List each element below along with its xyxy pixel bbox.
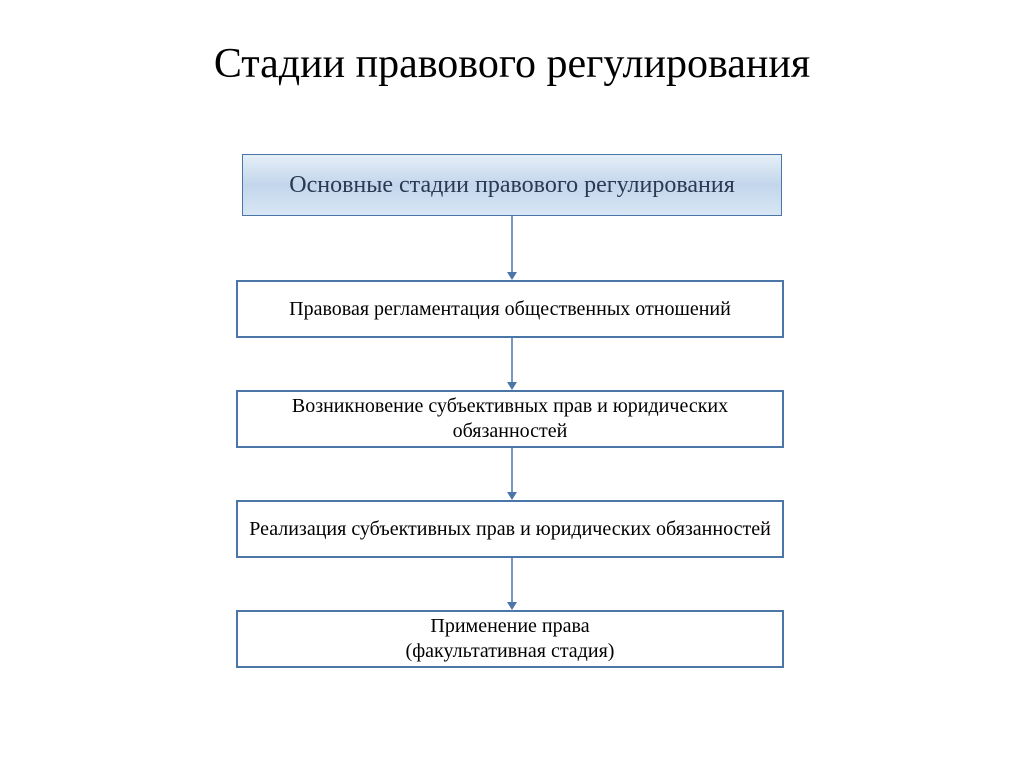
slide: Стадии правового регулирования Основные …	[0, 0, 1024, 767]
slide-title: Стадии правового регулирования	[0, 40, 1024, 88]
stage-box-2-text: Возникновение субъективных прав и юридич…	[238, 394, 782, 444]
stage-box-4-text: Применение права(факультативная стадия)	[406, 614, 615, 664]
stage-box-3: Реализация субъективных прав и юридическ…	[236, 500, 784, 558]
stage-box-3-text: Реализация субъективных прав и юридическ…	[249, 517, 771, 542]
stage-box-2: Возникновение субъективных прав и юридич…	[236, 390, 784, 448]
header-box: Основные стадии правового регулирования	[242, 154, 782, 216]
stage-box-1: Правовая регламентация общественных отно…	[236, 280, 784, 338]
header-box-text: Основные стадии правового регулирования	[289, 170, 735, 200]
stage-box-1-text: Правовая регламентация общественных отно…	[289, 297, 731, 322]
stage-box-4: Применение права(факультативная стадия)	[236, 610, 784, 668]
